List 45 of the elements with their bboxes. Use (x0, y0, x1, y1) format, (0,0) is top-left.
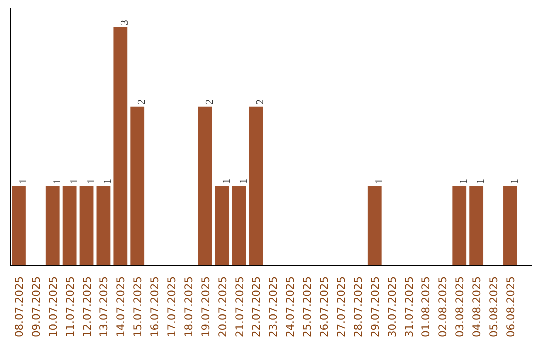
data-label: 1 (103, 178, 114, 184)
x-tick-label: 25.07.2025 (301, 276, 314, 338)
x-tick-label: 27.07.2025 (334, 276, 348, 338)
x-tick-label: 11.07.2025 (64, 276, 77, 338)
data-label: 1 (222, 178, 233, 184)
data-label: 1 (52, 178, 64, 184)
x-tick-label: 18.07.2025 (182, 276, 196, 338)
x-tick-label: 01.08.2025 (420, 276, 433, 338)
data-label: 1 (510, 178, 521, 184)
x-tick-label: 10.07.2025 (46, 276, 60, 338)
x-tick-label: 15.07.2025 (132, 276, 145, 338)
x-tick-label: 21.07.2025 (233, 276, 246, 338)
x-tick-label: 24.07.2025 (284, 276, 298, 338)
data-label: 1 (374, 178, 386, 184)
data-label: 1 (86, 178, 98, 184)
data-label: 2 (137, 100, 148, 105)
x-tick-label: 13.07.2025 (98, 276, 111, 338)
data-label: 3 (120, 20, 132, 26)
x-tick-label: 23.07.2025 (267, 276, 280, 338)
data-label: 1 (18, 178, 30, 184)
data-label: 2 (256, 100, 267, 105)
x-tick-label: 14.07.2025 (114, 276, 128, 338)
x-tick-label: 05.08.2025 (488, 276, 501, 338)
x-tick-label: 06.08.2025 (504, 276, 518, 338)
data-label: 2 (204, 100, 216, 105)
x-tick-label: 31.07.2025 (402, 276, 416, 338)
x-tick-label: 02.08.2025 (436, 276, 450, 338)
x-tick-label: 30.07.2025 (386, 276, 399, 338)
x-tick-label: 04.08.2025 (470, 276, 484, 338)
x-tick-label: 28.07.2025 (352, 276, 365, 338)
x-tick-label: 03.08.2025 (454, 276, 467, 338)
x-tick-label: 26.07.2025 (318, 276, 332, 338)
data-label: 1 (238, 178, 250, 184)
x-tick-label: 08.07.2025 (12, 276, 26, 338)
x-tick-label: 09.07.2025 (30, 276, 43, 338)
x-tick-label: 17.07.2025 (166, 276, 179, 338)
x-tick-label: 16.07.2025 (148, 276, 162, 338)
data-label: 1 (459, 178, 470, 184)
x-tick-label: 29.07.2025 (368, 276, 382, 338)
data-label: 1 (69, 178, 80, 184)
x-tick-label: 19.07.2025 (199, 276, 212, 338)
x-tick-label: 12.07.2025 (80, 276, 94, 338)
x-tick-label: 20.07.2025 (216, 276, 230, 338)
data-label: 1 (476, 178, 488, 184)
x-tick-label: 22.07.2025 (250, 276, 264, 338)
